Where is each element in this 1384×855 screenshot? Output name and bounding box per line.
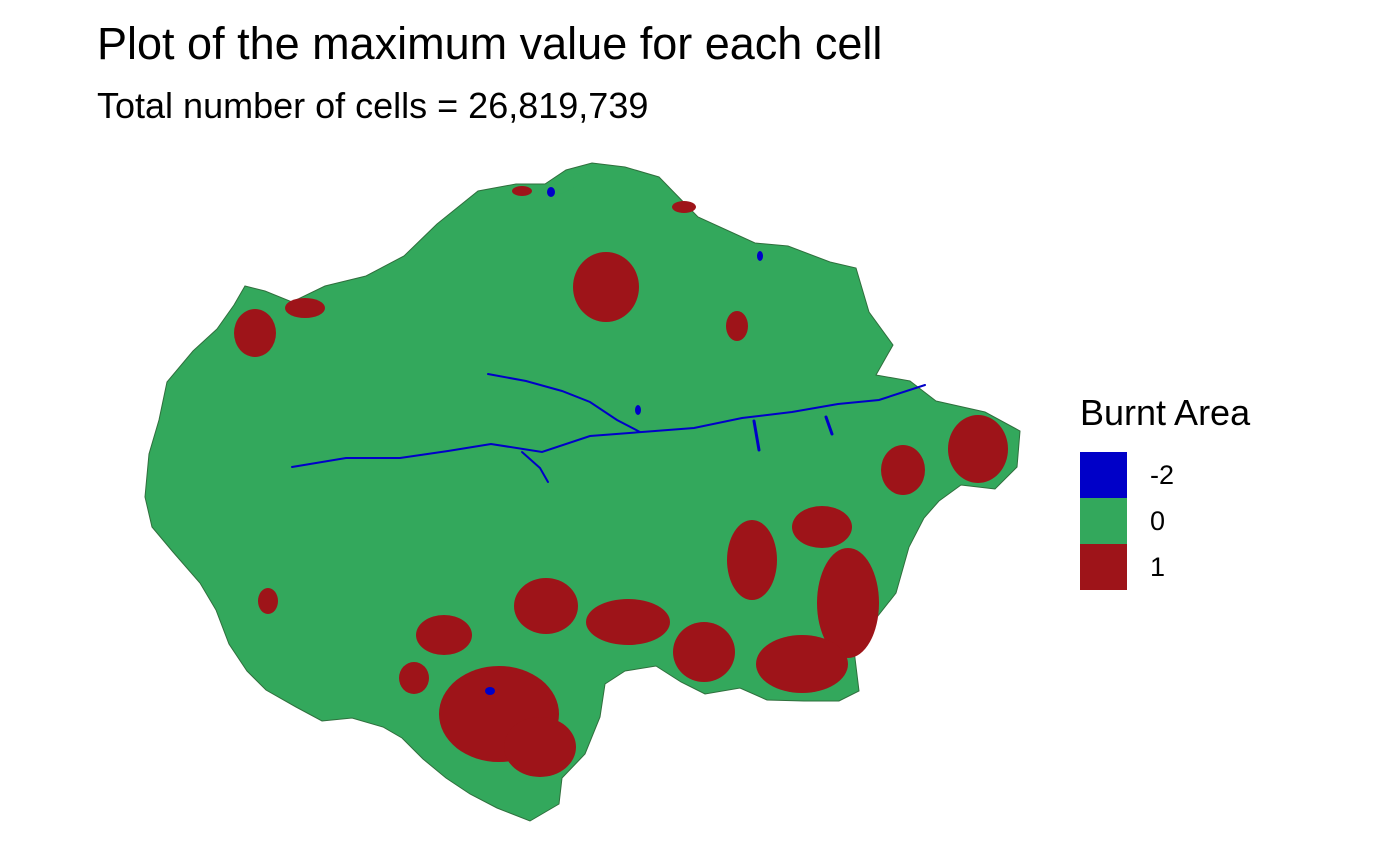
northern-river: [487, 373, 641, 433]
chart-subtitle: Total number of cells = 26,819,739: [97, 85, 649, 126]
burnt-patch: [586, 599, 670, 645]
legend-label: 1: [1150, 552, 1166, 582]
burnt-patch: [792, 506, 852, 548]
legend: Burnt Area -2 0 1: [1080, 390, 1370, 590]
legend-item: -2: [1080, 452, 1370, 498]
water-body: [485, 687, 495, 695]
southern-river: [521, 451, 549, 483]
water-bodies: [485, 187, 763, 695]
burnt-patch: [416, 615, 472, 655]
water-body: [547, 187, 555, 197]
burnt-patch: [673, 622, 735, 682]
burnt-patch: [573, 252, 639, 322]
legend-swatch: [1080, 544, 1127, 590]
legend-item: 1: [1080, 544, 1370, 590]
legend-title: Burnt Area: [1080, 392, 1251, 433]
eastern-river-2: [824, 415, 834, 436]
burnt-patch: [726, 311, 748, 341]
burnt-patch: [234, 309, 276, 357]
water-body: [635, 405, 641, 415]
legend-swatch: [1080, 452, 1127, 498]
main-river: [291, 384, 926, 468]
burnt-patch: [399, 662, 429, 694]
burnt-patch: [514, 578, 578, 634]
water-body: [757, 251, 763, 261]
burnt-patch: [258, 588, 278, 614]
legend-item: 0: [1080, 498, 1370, 544]
burnt-patch: [817, 548, 879, 658]
burnt-patch: [881, 445, 925, 495]
burnt-patch: [512, 186, 532, 196]
legend-swatch: [1080, 498, 1127, 544]
burnt-patch: [948, 415, 1008, 483]
burnt-patch: [285, 298, 325, 318]
eastern-river: [752, 419, 761, 452]
burnt-area-map: [144, 162, 1021, 822]
legend-label: 0: [1150, 506, 1166, 536]
legend-label: -2: [1150, 460, 1175, 490]
region-shape: [144, 162, 1021, 822]
burnt-patches: [234, 186, 1008, 777]
burnt-patch: [504, 717, 576, 777]
burnt-patch: [727, 520, 777, 600]
burnt-patch: [756, 635, 848, 693]
burnt-patch: [672, 201, 696, 213]
chart-title: Plot of the maximum value for each cell: [97, 18, 883, 69]
